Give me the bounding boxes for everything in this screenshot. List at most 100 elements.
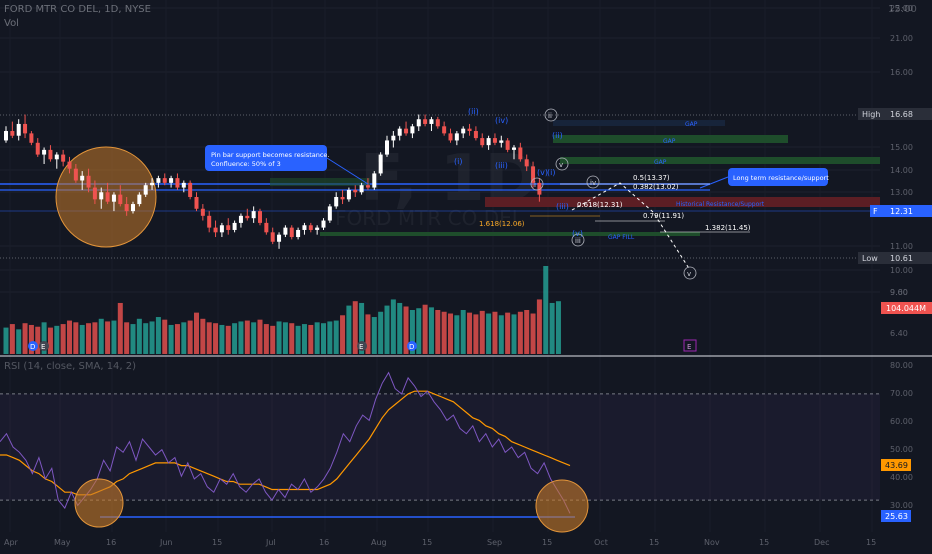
candle-body [499, 140, 504, 143]
volume-bar [155, 317, 161, 354]
volume-bar [301, 324, 307, 354]
gap-zone-3 [560, 157, 880, 164]
volume-badge [881, 302, 932, 314]
volume-bar [181, 322, 187, 354]
candle-body [277, 234, 282, 242]
volume-bar [276, 321, 282, 354]
candle-body [486, 138, 491, 146]
candle-body [181, 182, 186, 188]
candle-body [80, 175, 85, 181]
volume-bar [448, 313, 453, 354]
wave-label-blue: (i) [454, 157, 462, 166]
candle-body [232, 222, 237, 230]
candle-body [518, 147, 523, 160]
volume-bar [327, 321, 333, 354]
wave-circle [586, 175, 600, 189]
sma-value-badge [881, 510, 911, 522]
rsi-highlight-circle-2 [535, 479, 589, 533]
high-label: High [862, 110, 880, 119]
candle-body [258, 211, 262, 223]
volume-bar [124, 322, 130, 354]
volume-bar [479, 310, 485, 354]
ticker-label: F [873, 207, 878, 216]
volume-bar [390, 299, 396, 354]
candle-body [61, 154, 66, 162]
wave-label-blue: (i) [547, 168, 555, 177]
wave-label-white: iii [575, 237, 581, 245]
time-tick-label: Aug [371, 538, 387, 547]
time-tick-label: May [54, 538, 71, 547]
volume-bar [384, 305, 390, 354]
price-tick-label: 9.00 [890, 288, 908, 297]
volume-bar [41, 322, 47, 354]
volume-bar [105, 321, 111, 354]
volume-bar [162, 319, 168, 354]
candle-body [131, 204, 135, 212]
candle-body [454, 133, 459, 141]
volume-bar [473, 314, 479, 354]
volume-badge-text: 104.044M [886, 304, 926, 313]
pinbar-zone [270, 178, 370, 186]
time-tick-label: Dec [814, 538, 829, 547]
volume-bar [117, 302, 123, 354]
wave-label-white: ii [548, 112, 552, 120]
volume-bar [321, 323, 326, 354]
wave-circle [555, 157, 569, 171]
candle-body [111, 194, 116, 202]
gap-zone-1 [553, 120, 725, 126]
volume-bar [200, 318, 206, 354]
volume-bar [54, 325, 60, 354]
candle-body [315, 227, 320, 230]
chart-title: FORD MTR CO DEL, 1D, NYSE [4, 4, 151, 15]
candle-body [416, 119, 421, 127]
volume-bar [22, 323, 28, 354]
rsi-tick-label: 30.00 [890, 501, 913, 510]
time-tick-label: 15 [866, 538, 876, 547]
wave-label-white: v [687, 270, 691, 278]
volume-tick-label: 9.60 [890, 288, 908, 297]
candle-body [238, 215, 243, 223]
low-value: 10.61 [890, 254, 913, 263]
candle-body [54, 154, 59, 160]
sma-value-text: 25.63 [885, 512, 908, 521]
ltr-callout-arrow [699, 176, 729, 189]
candle-body [35, 142, 40, 155]
candle-body [283, 227, 288, 235]
candle-body [4, 131, 8, 141]
gap-label-1: GAP [685, 121, 698, 128]
volume-bar [371, 317, 377, 354]
candle-body [340, 196, 345, 200]
volume-bar [346, 305, 352, 354]
ticker-badge [870, 205, 932, 217]
candle-body [105, 192, 110, 202]
wave-label-blue: (iii) [556, 202, 569, 211]
candle-body [391, 135, 396, 141]
candle-body [296, 229, 301, 238]
candle-body [175, 178, 180, 188]
volume-bar [187, 320, 193, 354]
candle-body [480, 138, 485, 146]
rsi-tick-label: 50.00 [890, 445, 913, 454]
price-tick-label: 11.00 [890, 242, 913, 251]
low-badge [858, 252, 932, 264]
volume-bar [359, 302, 365, 354]
rsi-value-badge [881, 459, 911, 471]
wave-label-blue: (v) [537, 168, 548, 177]
volume-bar [308, 324, 314, 354]
volume-bar [403, 306, 409, 354]
candle-body [10, 131, 15, 136]
candle-body [118, 194, 123, 205]
candle-body [473, 131, 478, 139]
volume-bar [98, 318, 104, 354]
wave-label-white: iv [590, 179, 596, 187]
hist-rs-zone [485, 197, 880, 207]
volume-bar [257, 319, 263, 354]
time-tick-label: Jul [265, 538, 276, 547]
volume-bar [428, 307, 434, 354]
candle-body [334, 196, 339, 207]
candle-body [448, 133, 453, 141]
fib-label-05: 0.5(13.37) [633, 174, 670, 182]
volume-bar [213, 323, 219, 354]
